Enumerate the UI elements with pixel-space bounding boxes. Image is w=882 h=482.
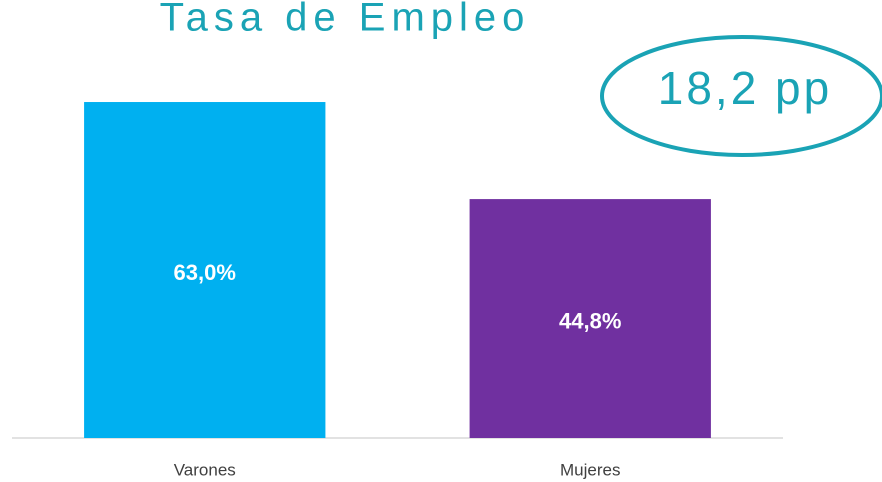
chart-title: Tasa de Empleo [160,0,531,40]
bar [84,102,326,438]
value-label: 63,0% [174,260,236,285]
annotation-ellipse [600,35,882,157]
bar [469,199,711,438]
annotation: 18,2 pp [658,62,832,114]
x-tick-label: Mujeres [560,460,620,479]
x-tick-label: Varones [174,460,236,479]
value-label: 44,8% [559,308,621,333]
